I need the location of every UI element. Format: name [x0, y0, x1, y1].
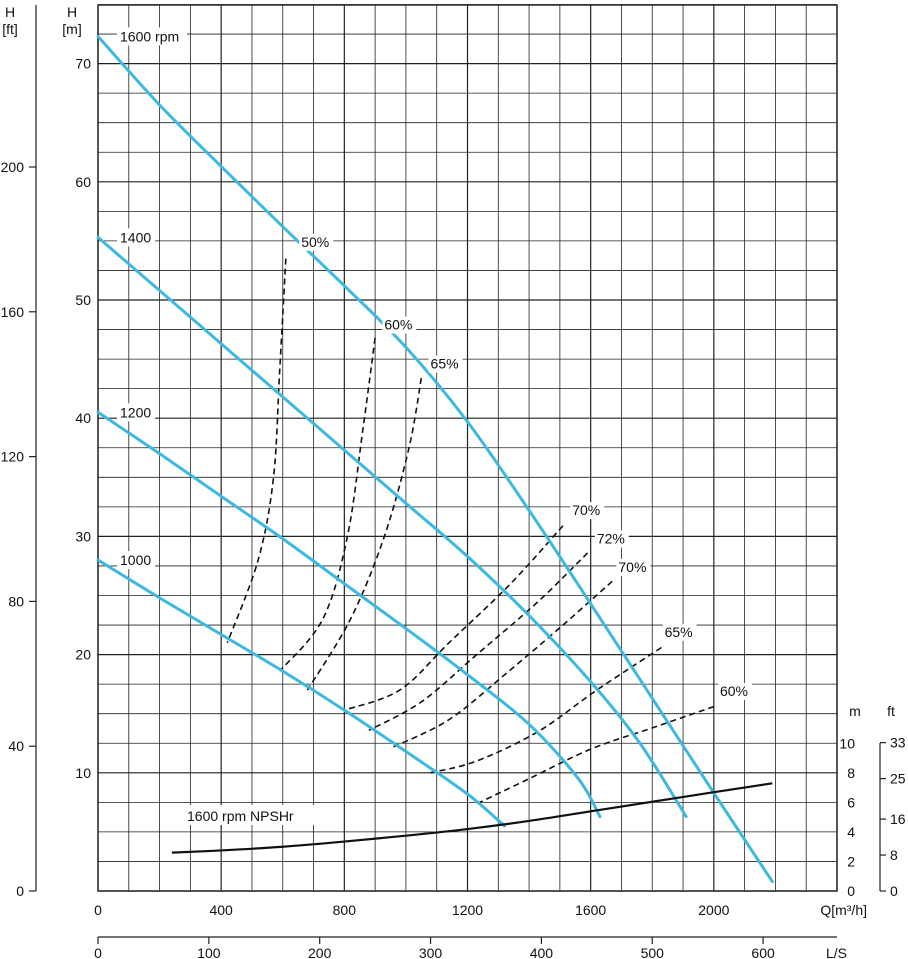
m-axis-title: H	[67, 4, 77, 20]
plot-frame	[97, 4, 838, 892]
efficiency-label-bg	[570, 502, 605, 520]
npsh-ft-tick-label: 33	[890, 735, 906, 751]
npsh-m-tick-label: 8	[847, 765, 855, 781]
efficiency-line	[393, 580, 613, 748]
npsh-ft-tick-label: 8	[890, 847, 898, 863]
speed-label-bg	[117, 228, 155, 247]
speed-curve-label: 1400	[120, 229, 151, 245]
efficiency-label: 65%	[431, 356, 459, 372]
speed-curve-label: 1600 rpm	[120, 28, 179, 44]
speed-curve	[96, 235, 688, 819]
curves	[96, 34, 774, 884]
speed-curve-label: 1200	[120, 404, 151, 420]
speed-label-bg	[117, 551, 155, 570]
ft-axis-title: H	[5, 4, 15, 20]
ls-tick-label: 300	[419, 945, 443, 959]
efficiency-label-bg	[616, 558, 651, 576]
npsh-m-unit: m	[849, 703, 861, 719]
ft-tick-label: 80	[8, 593, 24, 609]
grid	[97, 4, 838, 892]
ls-tick-label: 400	[530, 945, 554, 959]
ft-tick-label: 120	[1, 449, 25, 465]
npsh-curve	[171, 782, 773, 854]
efficiency-line	[226, 258, 287, 644]
efficiency-label: 70%	[618, 559, 646, 575]
efficiency-line	[430, 646, 662, 774]
speed-curve	[96, 558, 506, 828]
efficiency-label-bg	[299, 233, 334, 251]
efficiency-label-bg	[428, 355, 463, 373]
npsh-m-tick-label: 4	[847, 824, 855, 840]
npsh-m-tick-label: 6	[847, 795, 855, 811]
efficiency-label: 60%	[720, 683, 748, 699]
efficiency-label: 50%	[301, 234, 329, 250]
npsh-label-bg	[183, 805, 315, 825]
npsh-ft-unit: ft	[887, 703, 895, 719]
q-axis-unit: Q[m³/h]	[820, 902, 867, 918]
ft-tick-label: 200	[1, 159, 25, 175]
labels: 50% 60% 65% 70% 72% 70% 65% 60% 1600 rpm 1400 1200…	[117, 27, 752, 825]
m-tick-label: 40	[75, 410, 91, 426]
m-tick-label: 60	[75, 174, 91, 190]
ls-tick-label: 200	[308, 945, 332, 959]
ft-tick-label: 0	[16, 883, 24, 899]
q-tick-label: 2000	[698, 902, 729, 918]
ft-tick-label: 160	[1, 304, 25, 320]
efficiency-label-bg	[662, 623, 697, 641]
efficiency-line	[306, 377, 423, 691]
speed-label-bg	[117, 27, 187, 46]
efficiency-label-bg	[717, 682, 752, 700]
q-tick-label: 400	[209, 902, 233, 918]
ls-tick-label: 600	[751, 945, 775, 959]
efficiency-label: 72%	[597, 530, 625, 546]
m-tick-label: 50	[75, 292, 91, 308]
q-tick-label: 1200	[452, 902, 483, 918]
efficiency-line	[368, 552, 589, 731]
speed-curve-label: 1000	[120, 552, 151, 568]
efficiency-line	[344, 525, 564, 711]
ft-tick-label: 40	[8, 738, 24, 754]
ls-tick-label: 100	[197, 945, 221, 959]
ft-axis-unit: [ft]	[2, 21, 18, 37]
efficiency-line	[479, 705, 715, 804]
speed-curve	[96, 410, 602, 819]
efficiency-line	[279, 337, 376, 672]
ls-tick-label: 500	[641, 945, 665, 959]
q-tick-label: 1600	[575, 902, 606, 918]
m-tick-label: 10	[75, 765, 91, 781]
efficiency-label: 65%	[665, 624, 693, 640]
ls-tick-label: 0	[94, 945, 102, 959]
npsh-ft-tick-label: 0	[890, 883, 898, 899]
ls-axis-unit: L/S	[826, 945, 847, 959]
npsh-ft-tick-label: 25	[890, 771, 906, 787]
efficiency-label-bg	[594, 530, 629, 548]
efficiency-label: 70%	[572, 502, 600, 518]
npsh-ft-tick-label: 16	[890, 811, 906, 827]
m-axis-unit: [m]	[62, 21, 81, 37]
m-tick-label: 20	[75, 647, 91, 663]
m-tick-label: 70	[75, 56, 91, 72]
npsh-m-tick-label: 0	[847, 883, 855, 899]
efficiency-label-bg	[382, 316, 417, 334]
npsh-curve-label: 1600 rpm NPSHr	[187, 808, 294, 824]
q-tick-label: 800	[333, 902, 357, 918]
q-tick-label: 0	[94, 902, 102, 918]
speed-label-bg	[117, 403, 155, 422]
npsh-m-tick-label: 2	[847, 854, 855, 870]
npsh-m-tick-label: 10	[839, 736, 855, 752]
speed-curve	[96, 34, 774, 884]
efficiency-label: 60%	[384, 317, 412, 333]
m-tick-label: 30	[75, 528, 91, 544]
